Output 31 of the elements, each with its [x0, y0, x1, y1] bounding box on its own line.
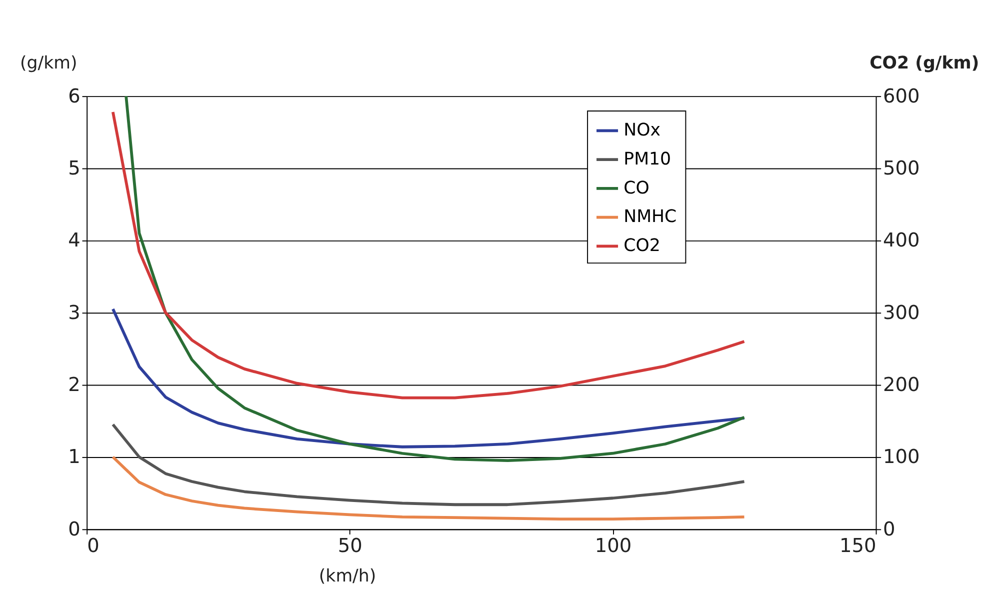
y2-tick-label: 600: [882, 84, 920, 108]
y-tick-label: 0: [68, 517, 80, 540]
line-series: [124, 94, 746, 462]
line-series: [111, 110, 746, 400]
y-tick-label: 3: [68, 300, 80, 324]
legend-label: CO: [624, 178, 650, 198]
y2-tick-label: 300: [882, 300, 920, 324]
y2-tick-label: 100: [882, 445, 920, 468]
y-axis-title: (g/km): [20, 54, 78, 74]
legend-label: CO2: [624, 236, 660, 256]
line-series: [111, 308, 746, 448]
x-axis-title: (km/h): [318, 566, 376, 587]
legend-label: NOx: [624, 120, 660, 141]
y2-tick-label: 400: [882, 228, 920, 252]
legend-label: NMHC: [624, 207, 677, 228]
y-tick-label: 4: [68, 228, 80, 252]
line-series: [111, 423, 746, 506]
x-tick-label: 0: [87, 534, 100, 557]
y2-tick-label: 0: [882, 517, 896, 540]
legend-label: PM10: [624, 149, 672, 170]
y2-tick-label: 500: [882, 156, 920, 180]
y-tick-label: 5: [68, 156, 80, 180]
y-tick-label: 2: [68, 373, 80, 396]
y2-tick-label: 200: [882, 373, 920, 396]
y-tick-label: 1: [68, 445, 80, 468]
x-tick-label: 50: [338, 534, 362, 557]
x-tick-label: 100: [594, 534, 632, 557]
x-tick-label: 150: [840, 534, 876, 557]
y-tick-label: 6: [68, 84, 80, 108]
line-series: [111, 456, 746, 520]
y2-axis-title: CO2 (g/km): [870, 54, 980, 74]
